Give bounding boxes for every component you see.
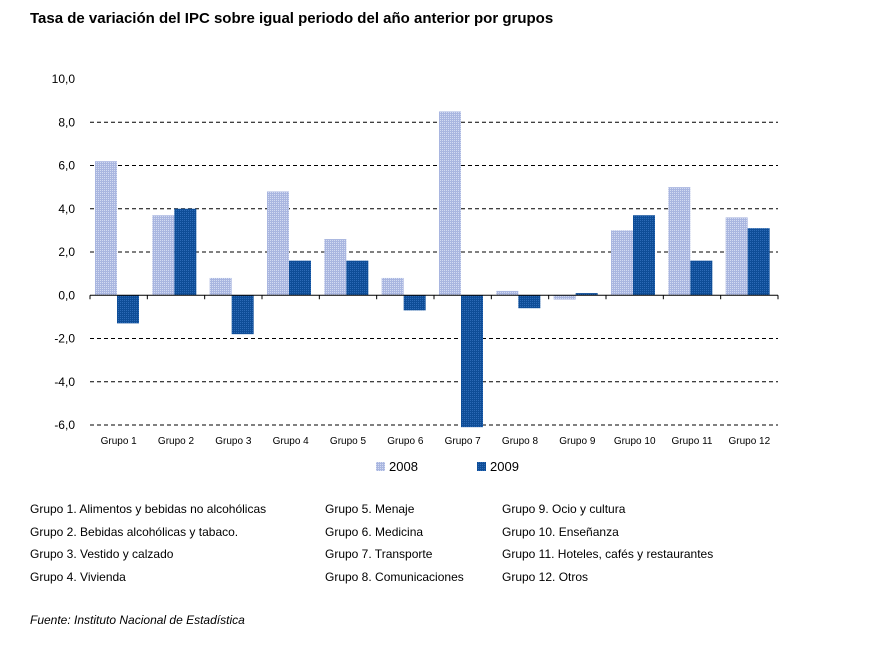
legend-label-2008: 2008	[389, 459, 418, 474]
y-tick-label: 2,0	[58, 245, 75, 259]
x-tick-label: Grupo 11	[672, 436, 713, 447]
bar-2008-2	[152, 215, 175, 296]
bar-2008-5	[324, 239, 347, 296]
x-tick-label: Grupo 5	[330, 436, 367, 447]
chart-title: Tasa de variación del IPC sobre igual pe…	[30, 10, 554, 27]
bar-2009-6	[403, 295, 426, 311]
x-tick-label: Grupo 7	[445, 436, 482, 447]
note-grupo-8: Grupo 8. Comunicaciones	[325, 570, 464, 584]
bar-2008-1	[95, 161, 117, 296]
note-grupo-6: Grupo 6. Medicina	[325, 525, 424, 539]
note-grupo-9: Grupo 9. Ocio y cultura	[502, 502, 626, 516]
x-tick-label: Grupo 4	[273, 436, 310, 447]
note-grupo-12: Grupo 12. Otros	[502, 570, 589, 584]
y-tick-label: -6,0	[54, 418, 75, 432]
bar-chart: 10,0 8,0 6,0 4,0 2,0 0,0 -2,0 -4,0 -6,0 Grupo 1 Gr…	[52, 72, 779, 474]
x-tick-label: Grupo 10	[614, 436, 656, 447]
y-tick-label: 8,0	[58, 115, 75, 129]
note-grupo-11: Grupo 11. Hoteles, cafés y restaurantes	[502, 547, 714, 561]
bar-2008-12	[725, 217, 748, 296]
legend-swatch-2008	[376, 462, 385, 471]
x-tick-label: Grupo 2	[158, 436, 195, 447]
bar-2008-8	[496, 290, 519, 296]
bar-2009-7	[461, 295, 483, 428]
bar-2009-12	[747, 228, 770, 296]
bar-2009-1	[117, 295, 139, 324]
bar-2008-4	[267, 191, 289, 296]
x-tick-label: Grupo 6	[387, 436, 424, 447]
note-grupo-10: Grupo 10. Enseñanza	[502, 525, 619, 539]
bar-2009-9	[575, 293, 598, 296]
bar-2008-3	[209, 277, 232, 296]
legend-label-2009: 2009	[490, 459, 519, 474]
x-tick-label: Grupo 12	[728, 436, 770, 447]
legend-swatch-2009	[477, 462, 486, 471]
bar-2008-10	[611, 230, 633, 296]
y-tick-label: 0,0	[58, 288, 75, 302]
y-tick-label: -4,0	[54, 375, 75, 389]
bar-2008-11	[668, 187, 691, 296]
note-grupo-5: Grupo 5. Menaje	[325, 502, 415, 516]
y-tick-label: 10,0	[52, 72, 76, 86]
note-grupo-7: Grupo 7. Transporte	[325, 547, 433, 561]
bar-2009-8	[518, 295, 541, 309]
bar-2008-6	[381, 277, 404, 296]
y-tick-label: 6,0	[58, 159, 75, 173]
note-grupo-3: Grupo 3. Vestido y calzado	[30, 547, 174, 561]
source-note: Fuente: Instituto Nacional de Estadístic…	[30, 613, 245, 627]
bar-2008-9	[553, 295, 576, 300]
y-tick-label: 4,0	[58, 202, 75, 216]
note-grupo-4: Grupo 4. Vivienda	[30, 570, 126, 584]
x-tick-label: Grupo 9	[559, 436, 596, 447]
note-grupo-1: Grupo 1. Alimentos y bebidas no alcohóli…	[30, 502, 267, 516]
bar-2009-10	[633, 215, 655, 296]
bar-2009-4	[289, 260, 311, 296]
x-tick-label: Grupo 1	[101, 436, 138, 447]
note-grupo-2: Grupo 2. Bebidas alcohólicas y tabaco.	[30, 525, 239, 539]
x-tick-label: Grupo 8	[502, 436, 539, 447]
x-tick-label: Grupo 3	[215, 436, 252, 447]
bar-2008-7	[439, 111, 461, 296]
bar-2009-5	[346, 260, 369, 296]
bar-2009-11	[690, 260, 713, 296]
bar-2009-3	[231, 295, 254, 335]
y-tick-label: -2,0	[54, 332, 75, 346]
bar-2009-2	[174, 208, 197, 296]
